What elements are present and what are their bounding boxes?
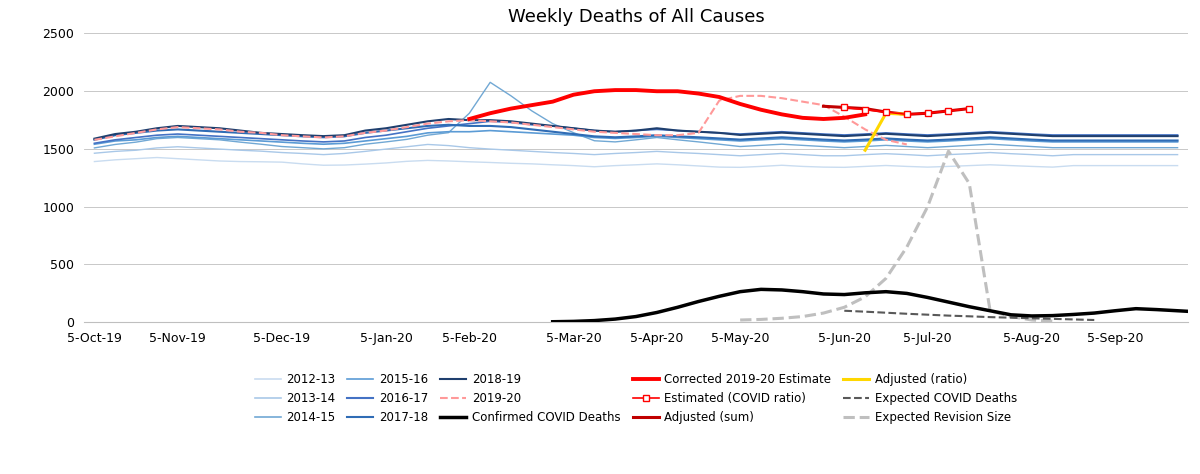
Title: Weekly Deaths of All Causes: Weekly Deaths of All Causes xyxy=(508,8,764,26)
Legend: 2012-13, 2013-14, 2014-15, 2015-16, 2016-17, 2017-18, 2018-19, 2019-20, Confirme: 2012-13, 2013-14, 2014-15, 2015-16, 2016… xyxy=(250,369,1022,429)
